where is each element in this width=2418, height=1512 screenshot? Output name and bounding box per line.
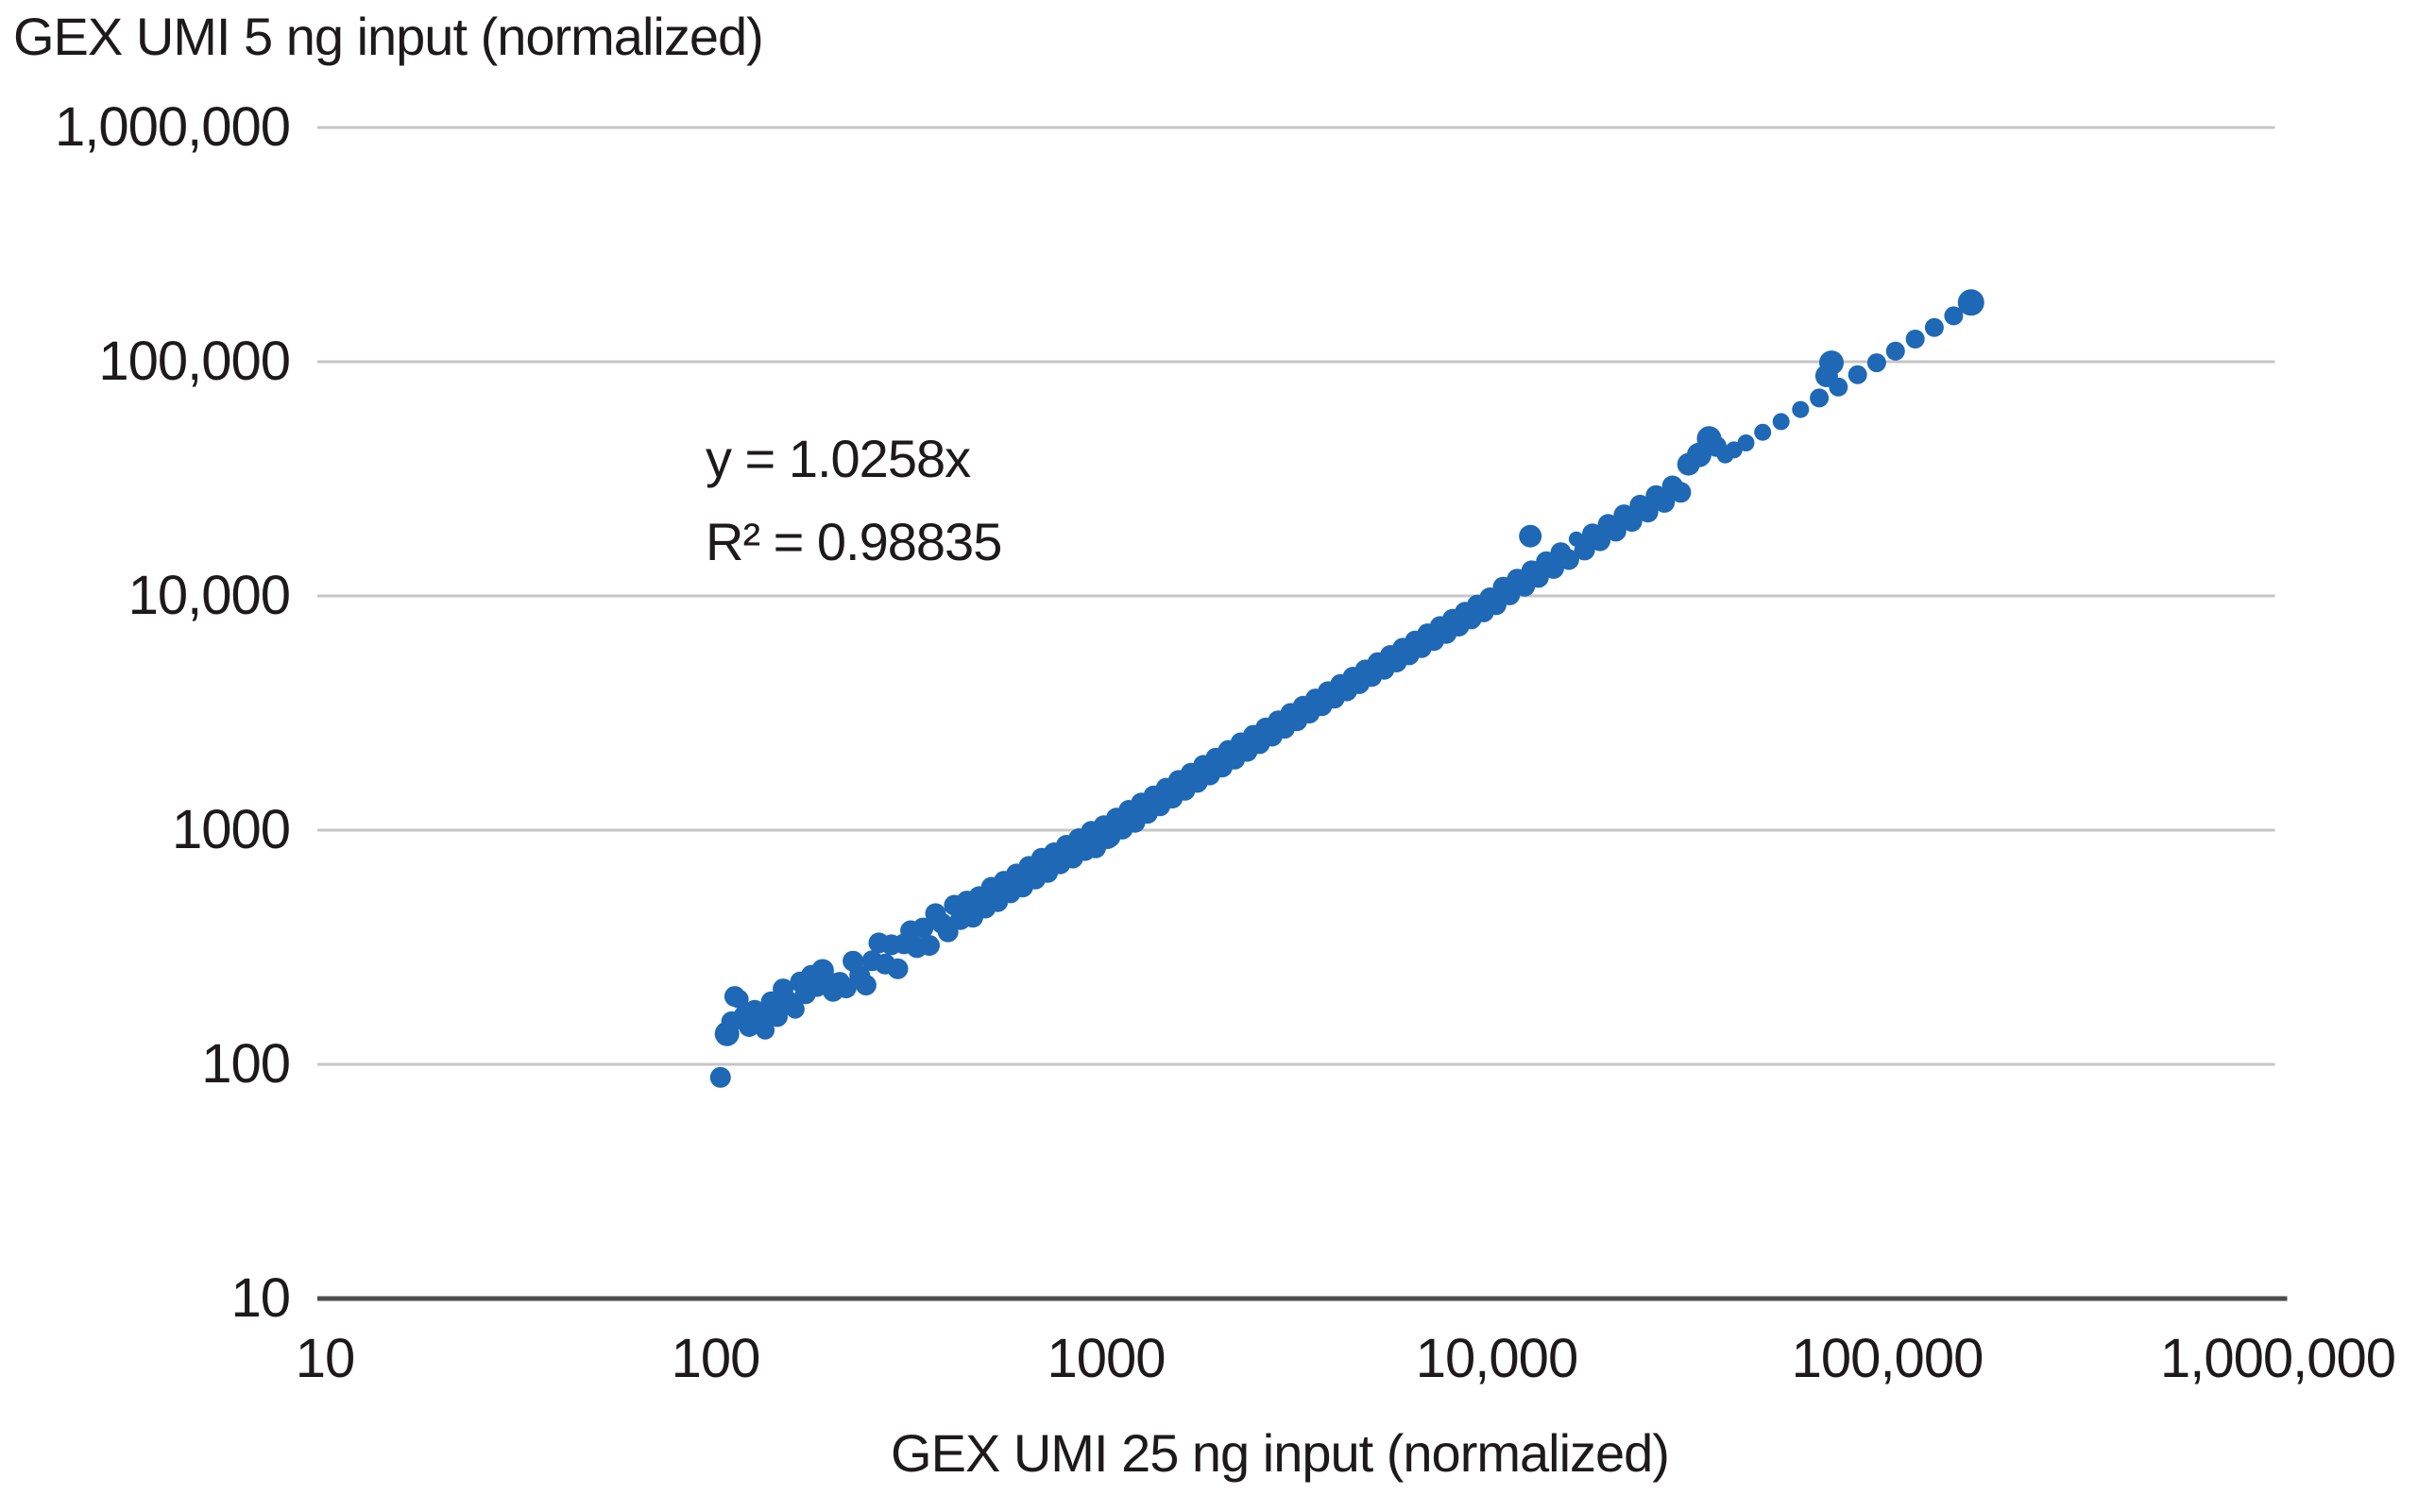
data-point [1866, 353, 1886, 373]
data-point [1670, 482, 1692, 503]
data-point [1924, 317, 1944, 337]
data-point [835, 977, 857, 999]
x-tick-label-100: 100 [671, 1328, 761, 1389]
data-point [767, 1006, 788, 1028]
data-point [1499, 584, 1521, 605]
data-point [729, 989, 749, 1009]
data-point [1772, 413, 1790, 431]
data-point [912, 917, 934, 939]
data-point [785, 999, 805, 1019]
data-point [709, 1066, 731, 1088]
data-point [1574, 539, 1595, 561]
y-tick-label-100000: 100,000 [98, 331, 291, 392]
x-axis-title: GEX UMI 25 ng input (normalized) [891, 1423, 1670, 1483]
data-point [756, 1020, 775, 1040]
data-point [1737, 434, 1755, 451]
data-point [1542, 557, 1564, 579]
data-point [1754, 423, 1772, 441]
trendline-r-squared: R² = 0.98835 [706, 512, 1002, 571]
gridlines [317, 126, 2275, 1066]
x-tick-label-100000: 100,000 [1791, 1328, 1984, 1389]
data-point [1590, 530, 1610, 552]
x-tick-label-1000000: 1,000,000 [2159, 1328, 2396, 1389]
data-point [887, 958, 909, 979]
data-point [1519, 524, 1542, 548]
data-point [1810, 388, 1830, 408]
data-point [855, 975, 877, 996]
x-tick-label-10000: 10,000 [1415, 1328, 1578, 1389]
data-point [1885, 341, 1905, 361]
data-point [1829, 377, 1848, 397]
data-point [1944, 306, 1964, 326]
x-tick-label-10: 10 [295, 1328, 356, 1389]
y-tick-label-10: 10 [230, 1267, 291, 1329]
data-point [1558, 549, 1579, 570]
data-point [1848, 365, 1867, 384]
y-tick-label-100: 100 [201, 1033, 291, 1095]
data-point [1905, 330, 1925, 348]
x-tick-label-1000: 1000 [1047, 1328, 1166, 1389]
y-tick-label-1000000: 1,000,000 [54, 96, 291, 158]
data-point [1605, 520, 1626, 542]
data-point [1621, 511, 1643, 533]
data-point [1792, 400, 1810, 418]
data-point [1819, 350, 1844, 376]
data-point [1637, 501, 1659, 523]
data-point [919, 935, 940, 957]
data-point [1654, 491, 1676, 513]
data-point [1957, 289, 1984, 316]
trendline-annotation: y = 1.0258x R² = 0.98835 [706, 417, 1002, 584]
y-tick-label-10000: 10,000 [128, 565, 291, 626]
y-tick-label-1000: 1000 [171, 799, 291, 860]
trendline-equation: y = 1.0258x [706, 429, 971, 488]
data-point [1527, 567, 1549, 588]
y-axis-title: GEX UMI 5 ng input (normalized) [13, 7, 764, 66]
data-points [709, 289, 1984, 1088]
